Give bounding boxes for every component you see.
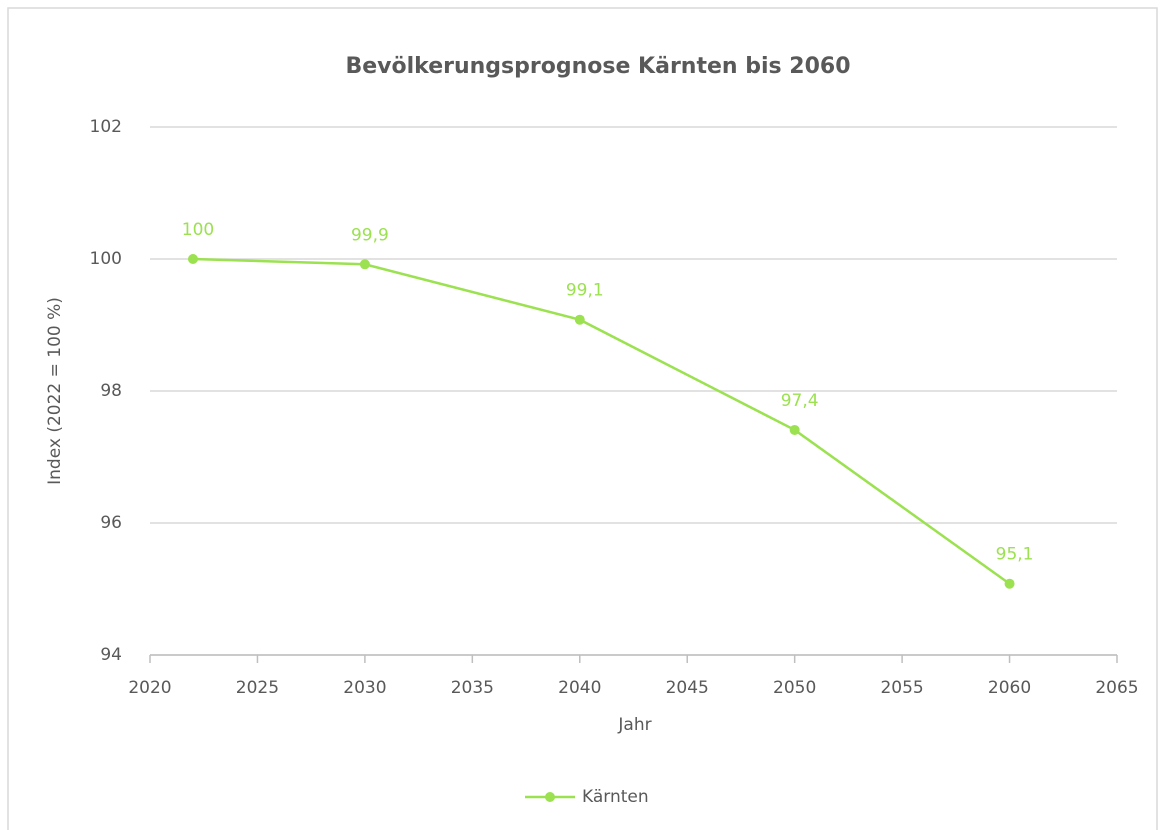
x-tick-label: 2060 xyxy=(988,678,1031,698)
x-tick-label: 2065 xyxy=(1095,678,1138,698)
y-tick-label: 102 xyxy=(90,117,122,137)
data-point xyxy=(187,254,198,264)
legend-label: Kärnten xyxy=(582,787,649,807)
x-tick-label: 2025 xyxy=(236,678,279,698)
x-tick-label: 2035 xyxy=(451,678,494,698)
y-tick-label: 94 xyxy=(100,645,122,665)
data-label: 99,9 xyxy=(351,225,389,245)
y-tick-label: 100 xyxy=(90,249,122,269)
data-point xyxy=(574,314,585,325)
y-axis-label: Index (2022 = 100 %) xyxy=(45,297,65,485)
x-tick-label: 2020 xyxy=(128,678,171,698)
y-tick-label: 98 xyxy=(100,381,122,401)
y-tick-label: 96 xyxy=(100,513,122,533)
data-label: 99,1 xyxy=(566,281,604,301)
chart-title: Bevölkerungsprognose Kärnten bis 2060 xyxy=(345,54,850,79)
x-tick-label: 2040 xyxy=(558,678,601,698)
data-point xyxy=(789,424,800,435)
x-axis-label: Jahr xyxy=(617,715,651,735)
data-label: 95,1 xyxy=(996,545,1034,565)
x-tick-label: 2050 xyxy=(773,678,816,698)
chart-frame xyxy=(7,7,1158,830)
data-label: 100 xyxy=(182,220,214,240)
x-tick-label: 2055 xyxy=(880,678,923,698)
data-point xyxy=(1004,578,1015,589)
x-tick-label: 2045 xyxy=(666,678,709,698)
data-point xyxy=(359,259,370,270)
legend-marker xyxy=(545,792,555,802)
x-tick-label: 2030 xyxy=(343,678,386,698)
data-label: 97,4 xyxy=(781,391,819,411)
